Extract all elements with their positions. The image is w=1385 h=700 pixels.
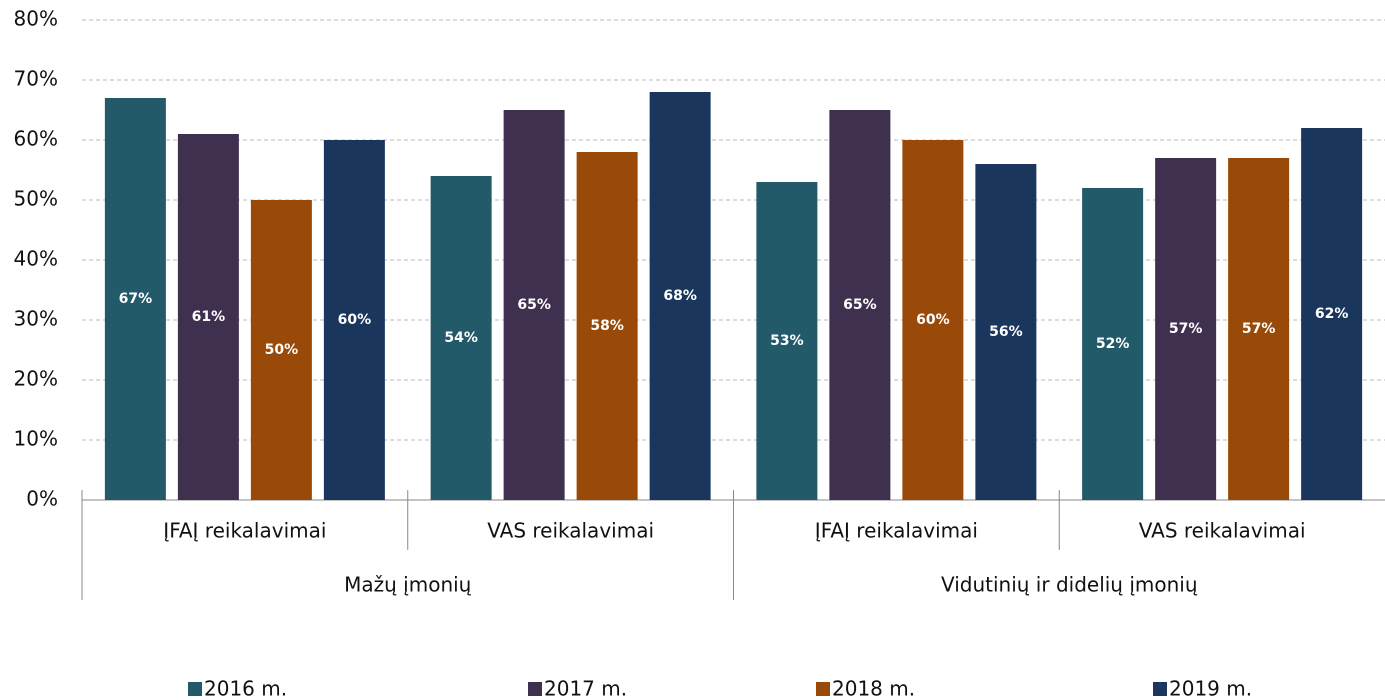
value-label: 65%	[517, 297, 551, 313]
bar	[250, 200, 312, 500]
bar	[1301, 128, 1363, 500]
y-tick-label: 0%	[26, 487, 58, 511]
value-label: 62%	[1315, 306, 1349, 322]
x-tick-label: VAS reikalavimai	[1139, 519, 1306, 543]
legend-swatch	[816, 682, 830, 696]
y-tick-label: 80%	[14, 7, 58, 31]
bar	[1082, 188, 1144, 500]
value-label: 58%	[590, 318, 624, 334]
x-tick-label: ĮFAĮ reikalavimai	[163, 519, 326, 543]
bar	[576, 152, 638, 500]
bar	[902, 140, 964, 500]
value-label: 65%	[843, 297, 877, 313]
value-label: 61%	[192, 309, 226, 325]
value-label: 52%	[1096, 336, 1130, 352]
bar	[756, 182, 818, 500]
legend-label: 2019 m.	[1169, 677, 1252, 700]
bar	[975, 164, 1037, 500]
value-label: 60%	[916, 312, 950, 328]
x-tick-label: ĮFAĮ reikalavimai	[815, 519, 978, 543]
y-tick-label: 30%	[14, 307, 58, 331]
y-tick-label: 10%	[14, 427, 58, 451]
legend-label: 2018 m.	[832, 677, 915, 700]
bar	[430, 176, 492, 500]
y-tick-label: 40%	[14, 247, 58, 271]
x-tick-label: VAS reikalavimai	[487, 519, 654, 543]
bar	[649, 92, 711, 500]
value-label: 53%	[770, 333, 804, 349]
bar	[1155, 158, 1217, 500]
bar	[829, 110, 891, 500]
y-tick-label: 60%	[14, 127, 58, 151]
legend-swatch	[528, 682, 542, 696]
y-tick-label: 50%	[14, 187, 58, 211]
legend-swatch	[1153, 682, 1167, 696]
value-label: 57%	[1169, 321, 1203, 337]
bar	[503, 110, 565, 500]
group-label: Vidutinių ir didelių įmonių	[941, 573, 1198, 597]
group-label: Mažų įmonių	[344, 573, 472, 597]
bar	[104, 98, 166, 500]
legend-label: 2017 m.	[544, 677, 627, 700]
y-tick-label: 70%	[14, 67, 58, 91]
value-label: 50%	[265, 342, 299, 358]
value-label: 67%	[119, 291, 153, 307]
value-label: 60%	[338, 312, 372, 328]
bar	[1228, 158, 1290, 500]
value-label: 56%	[989, 324, 1023, 340]
bar	[323, 140, 385, 500]
value-label: 68%	[663, 288, 697, 304]
bar	[177, 134, 239, 500]
value-label: 57%	[1242, 321, 1276, 337]
legend-swatch	[188, 682, 202, 696]
value-label: 54%	[444, 330, 478, 346]
y-tick-label: 20%	[14, 367, 58, 391]
legend-label: 2016 m.	[204, 677, 287, 700]
